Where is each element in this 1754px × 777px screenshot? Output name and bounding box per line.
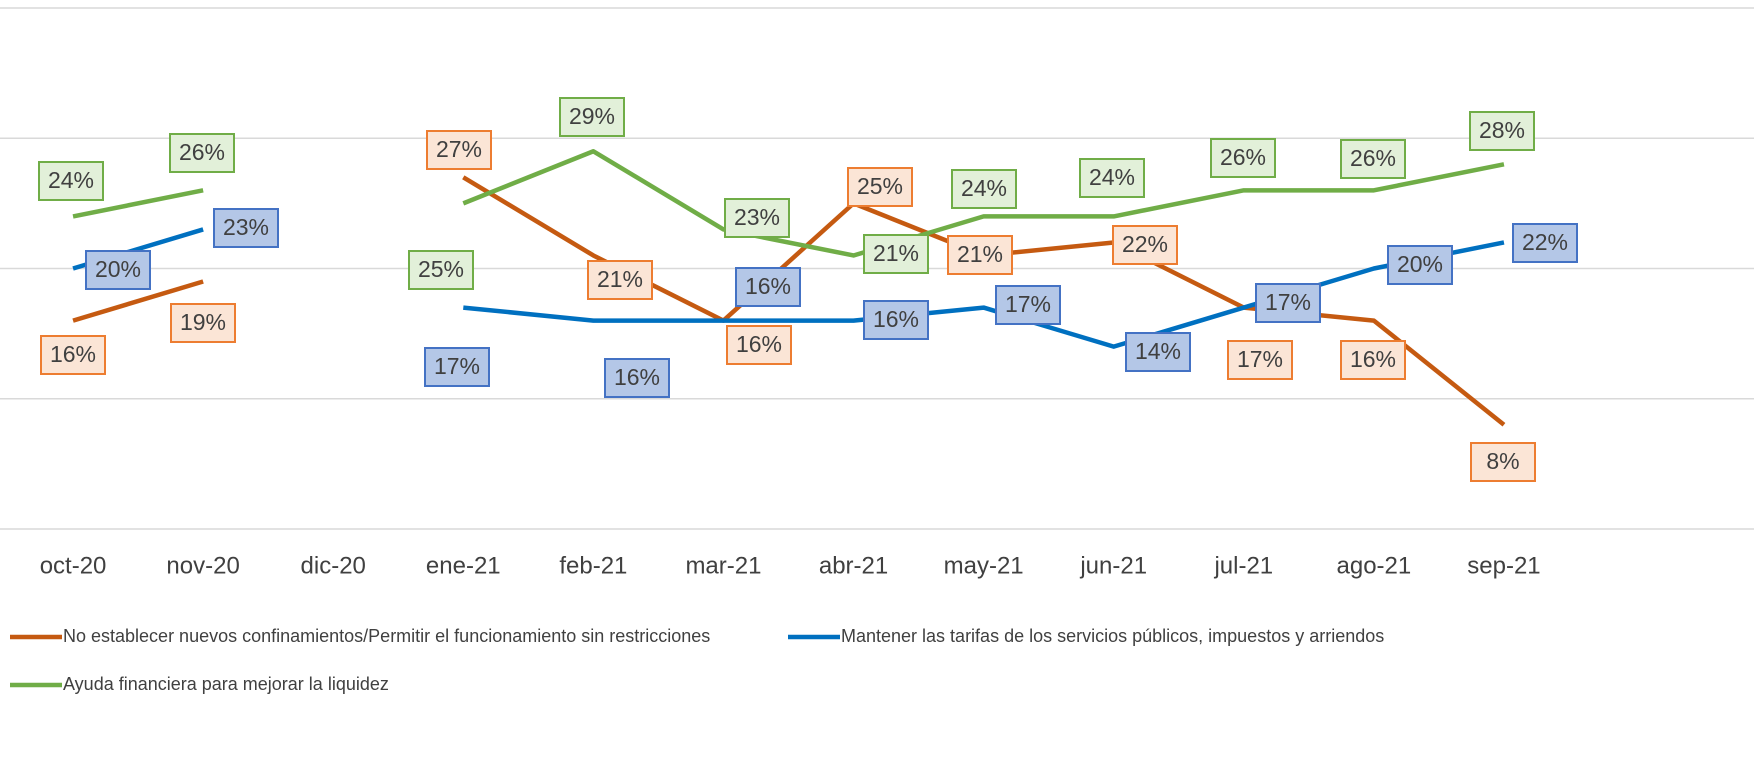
- legend-label: No establecer nuevos confinamientos/Perm…: [63, 626, 710, 646]
- x-tick-label: abr-21: [819, 552, 888, 579]
- data-label-box: [38, 161, 104, 201]
- data-label: 24%: [961, 175, 1007, 201]
- x-tick-label: may-21: [944, 552, 1024, 579]
- data-label: 16%: [614, 364, 660, 390]
- data-label: 8%: [1486, 448, 1519, 474]
- x-tick-label: oct-20: [40, 552, 107, 579]
- data-label-box: [863, 300, 929, 340]
- x-tick-label: ago-21: [1337, 552, 1412, 579]
- data-label: 19%: [180, 309, 226, 335]
- data-label-box: [863, 234, 929, 274]
- data-label-box: [1255, 283, 1321, 323]
- data-label: 16%: [50, 341, 96, 367]
- data-label: 17%: [1005, 291, 1051, 317]
- data-label-box: [947, 235, 1013, 275]
- data-label-box: [1210, 138, 1276, 178]
- data-label-box: [995, 285, 1061, 325]
- x-tick-label: ene-21: [426, 552, 501, 579]
- data-label-box: [1387, 245, 1453, 285]
- data-label-box: [951, 169, 1017, 209]
- data-label-box: [735, 267, 801, 307]
- data-label: 26%: [1350, 145, 1396, 171]
- data-label-box: [170, 303, 236, 343]
- series-line: [72, 188, 204, 219]
- data-label: 17%: [1237, 346, 1283, 372]
- data-label: 24%: [48, 167, 94, 193]
- legend-label: Mantener las tarifas de los servicios pú…: [841, 626, 1384, 646]
- data-label-box: [1470, 442, 1536, 482]
- data-label: 22%: [1122, 231, 1168, 257]
- data-label-box: [1340, 139, 1406, 179]
- data-label: 26%: [1220, 144, 1266, 170]
- data-label-box: [213, 208, 279, 248]
- data-label-box: [604, 358, 670, 398]
- data-label: 23%: [734, 204, 780, 230]
- data-label-box: [724, 198, 790, 238]
- x-tick-label: mar-21: [685, 552, 761, 579]
- data-label: 16%: [736, 331, 782, 357]
- data-label: 20%: [95, 256, 141, 282]
- data-label: 27%: [436, 136, 482, 162]
- data-label-box: [1079, 158, 1145, 198]
- data-label-box: [726, 325, 792, 365]
- data-label-box: [1469, 111, 1535, 151]
- series-line: [72, 279, 204, 323]
- data-label-box: [85, 250, 151, 290]
- data-label: 25%: [418, 256, 464, 282]
- data-label-box: [169, 133, 235, 173]
- data-label-box: [408, 250, 474, 290]
- data-label: 28%: [1479, 117, 1525, 143]
- data-label-box: [559, 97, 625, 137]
- data-label-box: [1227, 340, 1293, 380]
- data-label: 22%: [1522, 229, 1568, 255]
- x-tick-label: jun-21: [1079, 552, 1147, 579]
- data-label: 26%: [179, 139, 225, 165]
- x-tick-label: sep-21: [1467, 552, 1540, 579]
- legend-label: Ayuda financiera para mejorar la liquide…: [63, 674, 389, 694]
- data-label: 24%: [1089, 164, 1135, 190]
- data-label-box: [587, 260, 653, 300]
- x-tick-label: feb-21: [559, 552, 627, 579]
- data-label: 17%: [434, 353, 480, 379]
- data-label: 14%: [1135, 338, 1181, 364]
- data-label: 21%: [957, 241, 1003, 267]
- data-label: 21%: [873, 240, 919, 266]
- data-label: 16%: [745, 273, 791, 299]
- series-line: [462, 149, 1505, 258]
- data-label-box: [1125, 332, 1191, 372]
- data-label: 21%: [597, 266, 643, 292]
- data-label: 17%: [1265, 289, 1311, 315]
- data-label: 16%: [873, 306, 919, 332]
- series-line: [463, 240, 1505, 349]
- data-label: 16%: [1350, 346, 1396, 372]
- data-label: 25%: [857, 173, 903, 199]
- data-label: 23%: [223, 214, 269, 240]
- data-label-box: [426, 130, 492, 170]
- data-label-box: [424, 347, 490, 387]
- data-label: 29%: [569, 103, 615, 129]
- data-label-box: [847, 167, 913, 207]
- data-label-box: [1112, 225, 1178, 265]
- data-label-box: [40, 335, 106, 375]
- x-tick-label: dic-20: [301, 552, 366, 579]
- data-label-box: [1340, 340, 1406, 380]
- x-tick-label: jul-21: [1213, 552, 1273, 579]
- data-label-box: [1512, 223, 1578, 263]
- data-label: 20%: [1397, 251, 1443, 277]
- x-tick-label: nov-20: [166, 552, 239, 579]
